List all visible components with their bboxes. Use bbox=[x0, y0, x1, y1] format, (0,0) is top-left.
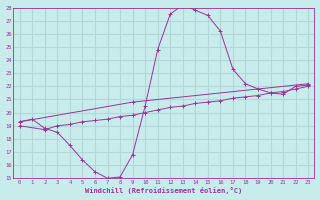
X-axis label: Windchill (Refroidissement éolien,°C): Windchill (Refroidissement éolien,°C) bbox=[85, 187, 243, 194]
